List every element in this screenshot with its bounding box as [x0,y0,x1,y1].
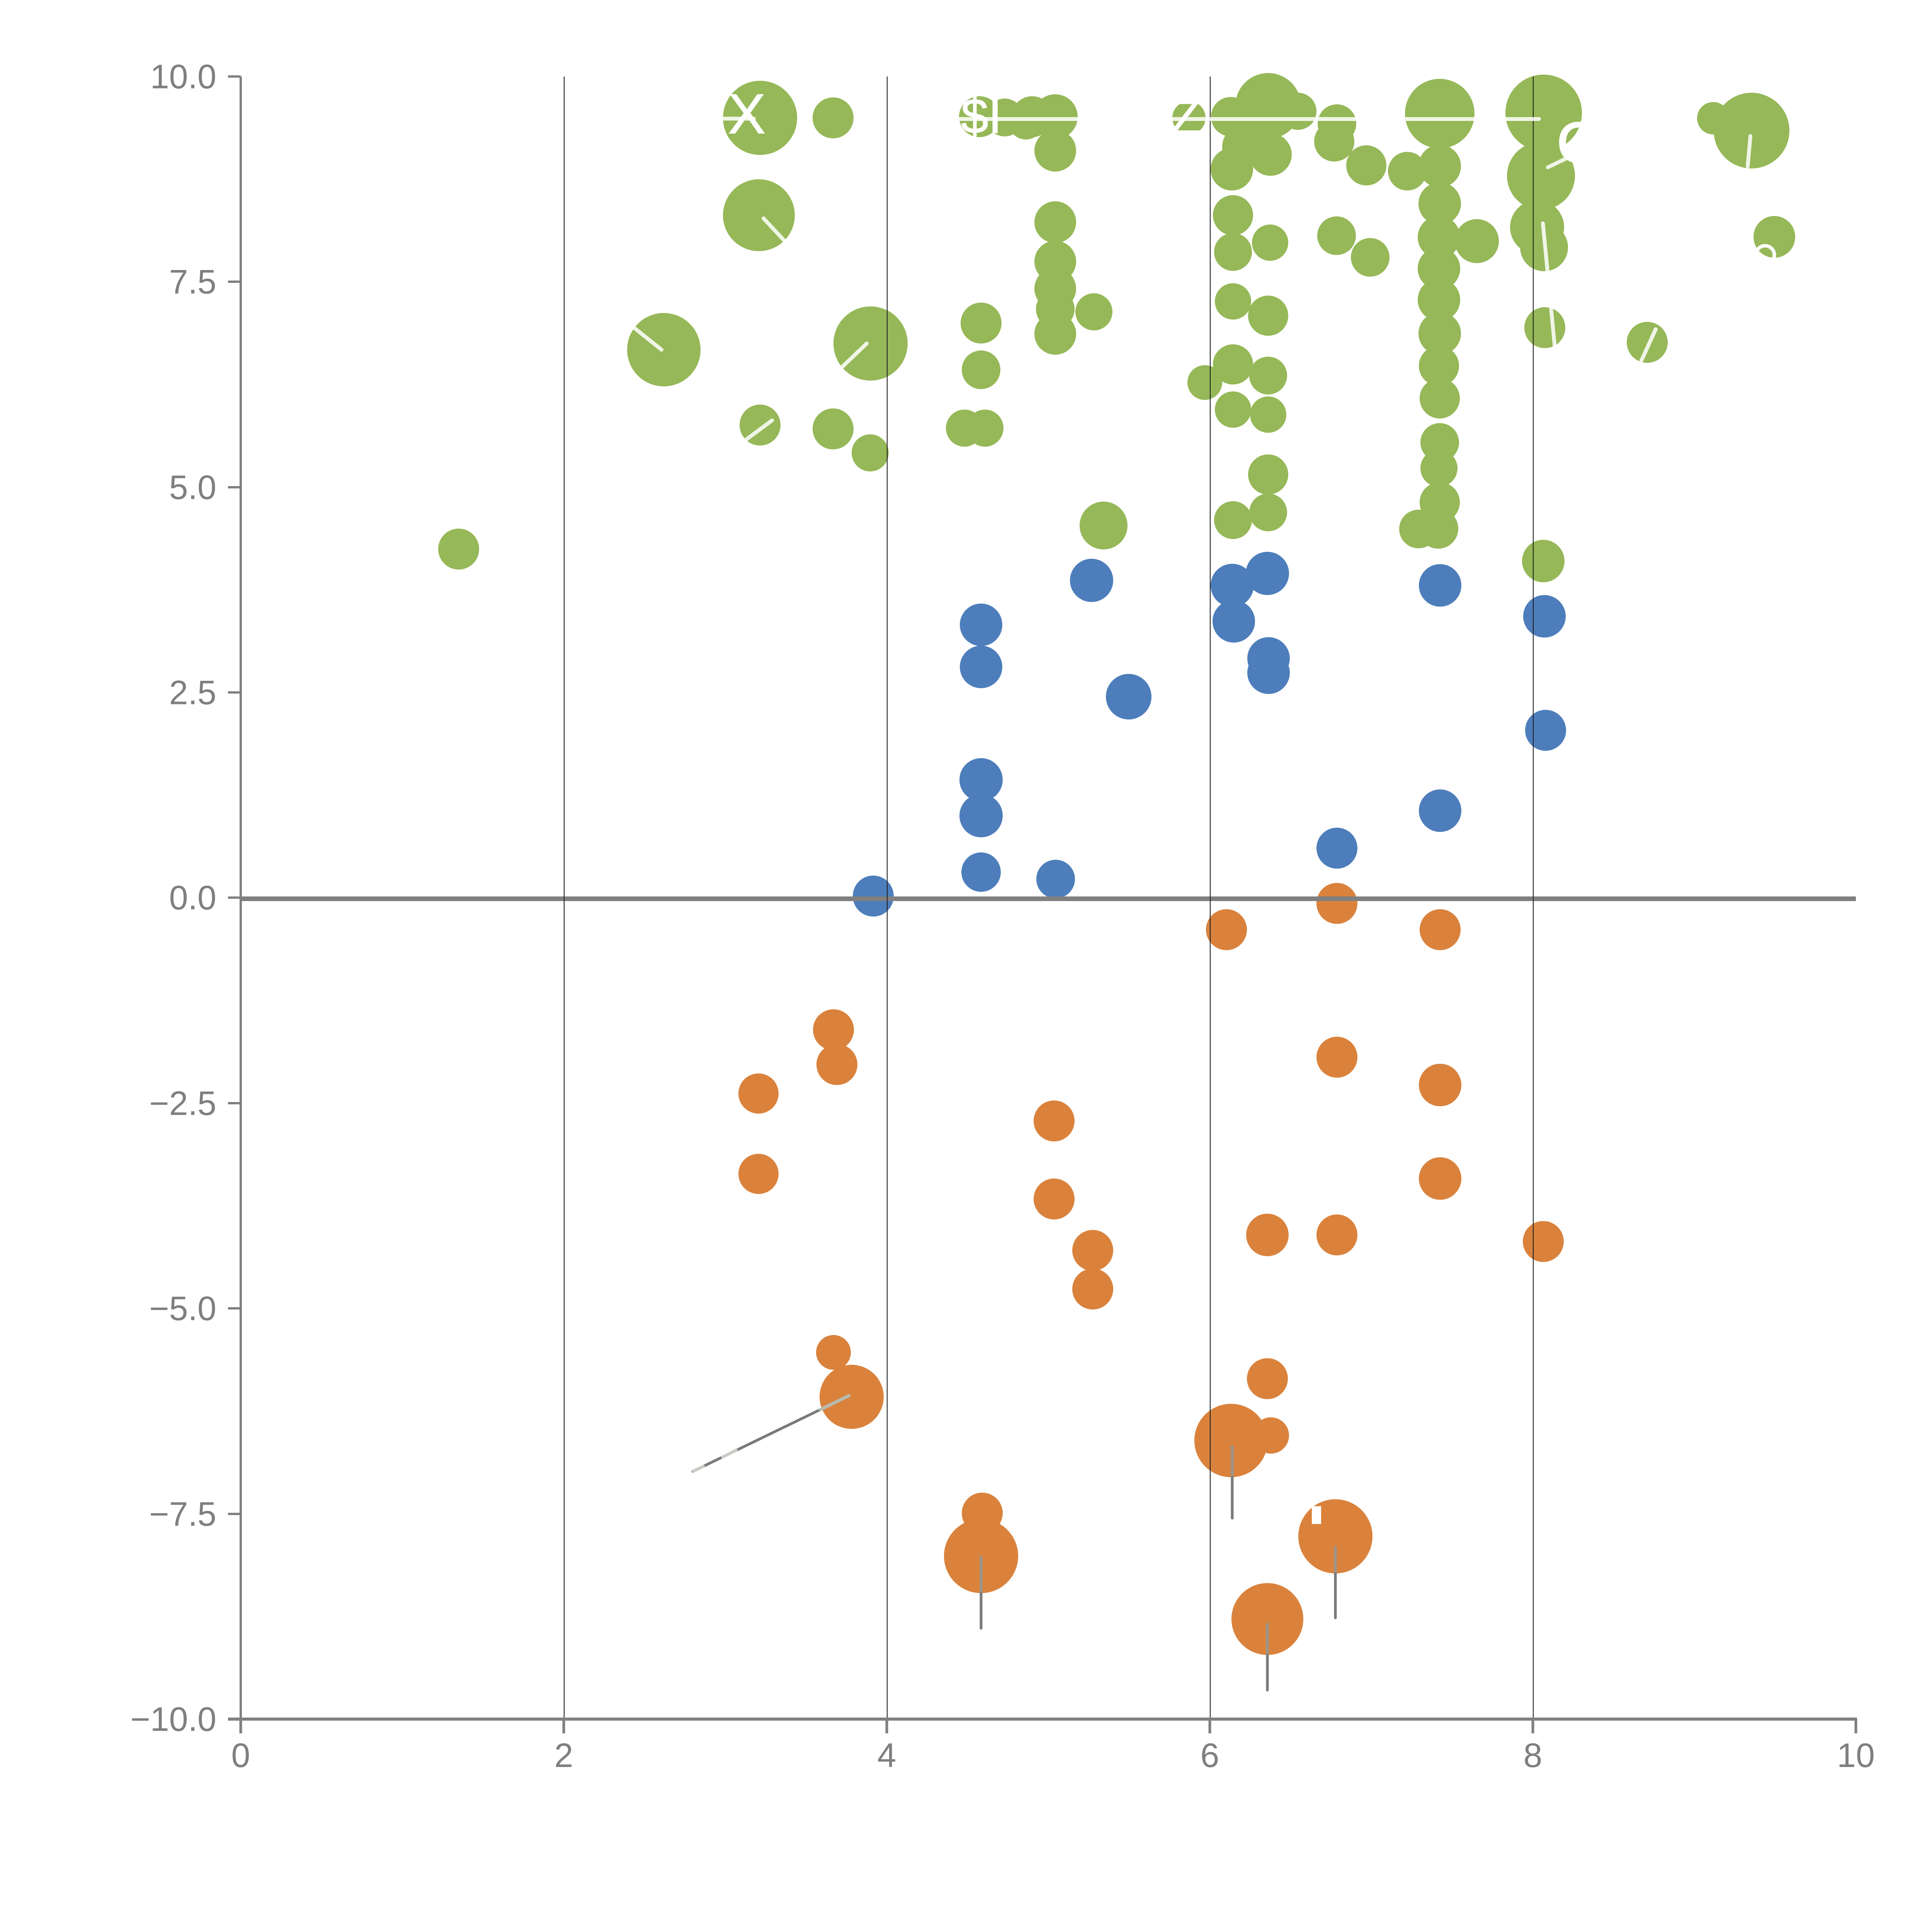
svg-text:0: 0 [231,1736,250,1774]
svg-text:4: 4 [878,1736,896,1774]
svg-text:−2.5: −2.5 [149,1084,216,1122]
svg-text:7.5: 7.5 [169,263,216,301]
svg-text:6: 6 [1201,1736,1219,1774]
svg-text:5.0: 5.0 [169,468,216,507]
svg-text:$I: $I [961,88,1002,143]
svg-text:−5.0: −5.0 [149,1289,216,1328]
svg-text:Z: Z [1170,89,1201,145]
svg-text:−7.5: −7.5 [149,1495,216,1533]
svg-text:Q: Q [1557,111,1601,174]
svg-text:X: X [728,82,765,145]
svg-text:8: 8 [1524,1736,1543,1774]
svg-text:2: 2 [554,1736,573,1774]
svg-text:2.5: 2.5 [169,673,216,712]
svg-text:10.0: 10.0 [150,58,216,96]
svg-text:−10.0: −10.0 [130,1700,216,1738]
svg-text:0.0: 0.0 [169,879,216,917]
svg-text:10: 10 [1837,1736,1875,1774]
